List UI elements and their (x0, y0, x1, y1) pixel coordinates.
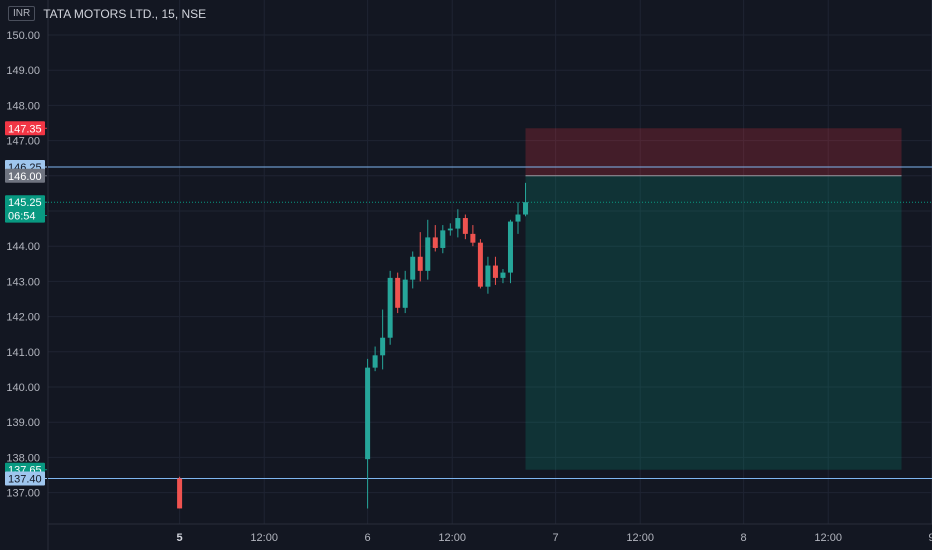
x-tick-label: 5 (177, 532, 183, 544)
y-tick-label: 141.00 (6, 347, 40, 359)
candle-body[interactable] (492, 265, 498, 278)
y-tick-label: 142.00 (6, 312, 40, 324)
price-label-text: 145.25 (8, 197, 42, 209)
candle-body[interactable] (425, 237, 431, 271)
x-tick-label: 9 (929, 532, 932, 544)
price-label-box (5, 208, 45, 223)
x-tick-label: 12:00 (814, 532, 842, 544)
x-tick-label: 8 (741, 532, 747, 544)
candle-body[interactable] (432, 237, 438, 248)
y-tick-label: 137.00 (6, 488, 40, 500)
candle-body[interactable] (500, 272, 506, 278)
x-tick-label: 6 (365, 532, 371, 544)
price-label-box (5, 195, 45, 210)
y-tick-label: 144.00 (6, 241, 40, 253)
candle-body[interactable] (177, 478, 183, 509)
candle-body[interactable] (477, 242, 483, 287)
candle-body[interactable] (410, 256, 416, 280)
candle-body[interactable] (380, 337, 386, 356)
price-label-box (5, 121, 45, 136)
candle-body[interactable] (417, 256, 423, 271)
y-tick-label: 149.00 (6, 65, 40, 77)
y-tick-label: 150.00 (6, 30, 40, 42)
x-tick-label: 12:00 (626, 532, 654, 544)
candle-body[interactable] (462, 218, 468, 234)
x-tick-label: 12:00 (438, 532, 466, 544)
y-tick-label: 148.00 (6, 100, 40, 112)
y-tick-label: 139.00 (6, 417, 40, 429)
candle-body[interactable] (395, 277, 401, 308)
y-tick-label: 138.00 (6, 452, 40, 464)
price-label-text: 147.35 (8, 123, 42, 135)
candle-body[interactable] (523, 202, 529, 215)
candle-body[interactable] (365, 367, 371, 460)
candle-body[interactable] (485, 265, 491, 287)
candle-body[interactable] (372, 355, 378, 368)
candle-body[interactable] (440, 230, 446, 248)
candle-body[interactable] (515, 214, 521, 222)
take-profit-zone[interactable] (525, 175, 902, 470)
candle-body[interactable] (387, 277, 393, 338)
stop-loss-zone[interactable] (525, 128, 902, 176)
price-label-text: 06:54 (8, 211, 36, 223)
symbol-title[interactable]: TATA MOTORS LTD., 15, NSE (43, 6, 207, 21)
candle-body[interactable] (447, 228, 453, 231)
price-label-box (5, 471, 45, 486)
y-tick-label: 140.00 (6, 382, 40, 394)
symbol-header: INR TATA MOTORS LTD., 15, NSE (8, 6, 206, 21)
candle-body[interactable] (470, 233, 476, 243)
currency-badge[interactable]: INR (8, 6, 36, 21)
price-label-box (5, 168, 45, 183)
candle-body[interactable] (402, 279, 408, 308)
candle-body[interactable] (507, 221, 513, 273)
y-tick-label: 143.00 (6, 276, 40, 288)
y-tick-label: 147.00 (6, 136, 40, 148)
x-tick-label: 7 (553, 532, 559, 544)
candle-body[interactable] (455, 218, 461, 229)
price-label-text: 146.00 (8, 171, 42, 183)
price-label-text: 137.40 (8, 474, 42, 486)
x-tick-label: 12:00 (250, 532, 278, 544)
